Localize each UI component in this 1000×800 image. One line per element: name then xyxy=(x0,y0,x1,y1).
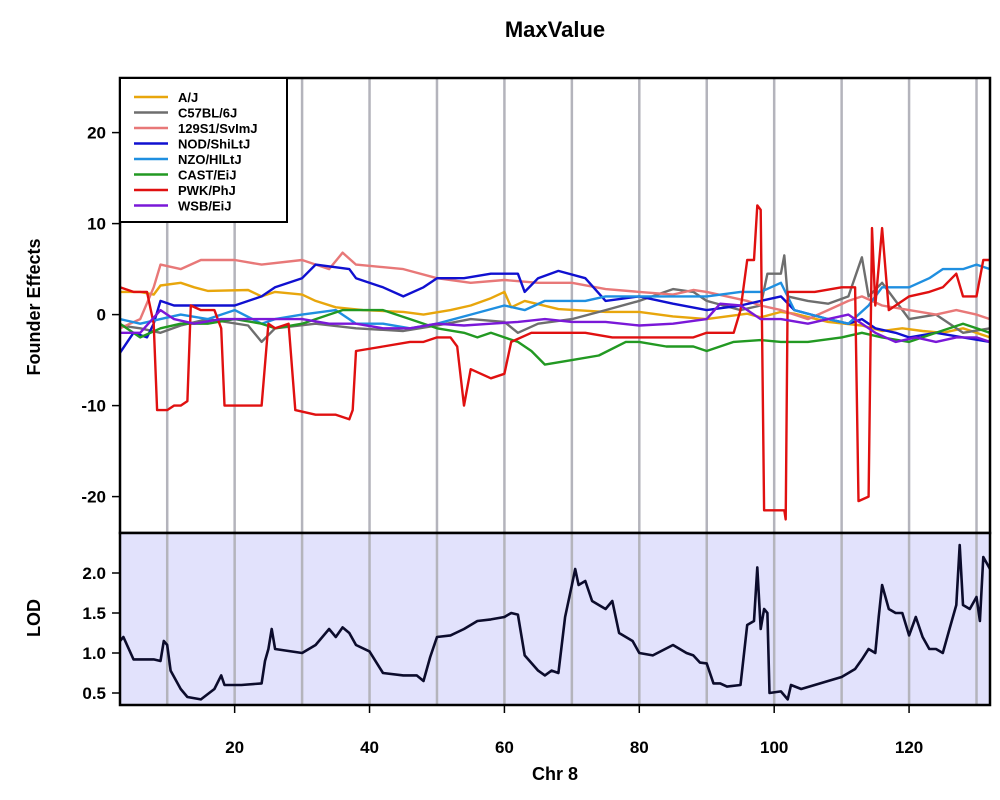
y-tick-label-lod: 0.5 xyxy=(82,684,106,703)
x-tick-label: 80 xyxy=(630,738,649,757)
panel-background-lod xyxy=(120,533,990,705)
series-line-a-j xyxy=(120,281,991,339)
legend-label: NOD/ShiLtJ xyxy=(178,137,250,152)
legend-label: WSB/EiJ xyxy=(178,199,231,214)
plot-layer: 20100-10-20A/JC57BL/6J129S1/SvImJNOD/Shi… xyxy=(81,76,992,757)
x-tick-label: 40 xyxy=(360,738,379,757)
legend-label: A/J xyxy=(178,90,198,105)
y-tick-label-lod: 1.5 xyxy=(82,604,106,623)
y-tick-label-lod: 1.0 xyxy=(82,644,106,663)
y-tick-label-founder-effects: 20 xyxy=(87,124,106,143)
y-tick-label-founder-effects: 0 xyxy=(97,306,106,325)
legend-label: PWK/PhJ xyxy=(178,183,236,198)
x-tick-label: 100 xyxy=(760,738,788,757)
series-line-pwk-phj xyxy=(119,204,990,521)
legend-box xyxy=(119,77,288,223)
x-tick-label: 60 xyxy=(495,738,514,757)
panel-frame-lod xyxy=(118,531,992,707)
series-line-wsb-eij xyxy=(120,302,991,344)
legend-label: C57BL/6J xyxy=(178,106,237,121)
x-axis-title: Chr 8 xyxy=(532,764,578,784)
y-tick-label-founder-effects: -20 xyxy=(81,488,106,507)
series-line-129s1-svimj xyxy=(119,251,991,330)
chart-title: MaxValue xyxy=(505,17,605,42)
x-tick-label: 120 xyxy=(895,738,923,757)
series-line-cast-eij xyxy=(119,308,991,366)
y-tick-label-founder-effects: 10 xyxy=(87,215,106,234)
legend-label: CAST/EiJ xyxy=(178,168,237,183)
y-tick-label-founder-effects: -10 xyxy=(81,397,106,416)
series-line-lod xyxy=(119,543,992,701)
y-tick-label-lod: 2.0 xyxy=(82,564,106,583)
y-axis-title-founder-effects: Founder Effects xyxy=(24,238,44,375)
y-axis-title-lod: LOD xyxy=(24,599,44,637)
x-tick-label: 20 xyxy=(225,738,244,757)
legend-label: 129S1/SvImJ xyxy=(178,121,258,136)
legend-label: NZO/HlLtJ xyxy=(178,152,242,167)
